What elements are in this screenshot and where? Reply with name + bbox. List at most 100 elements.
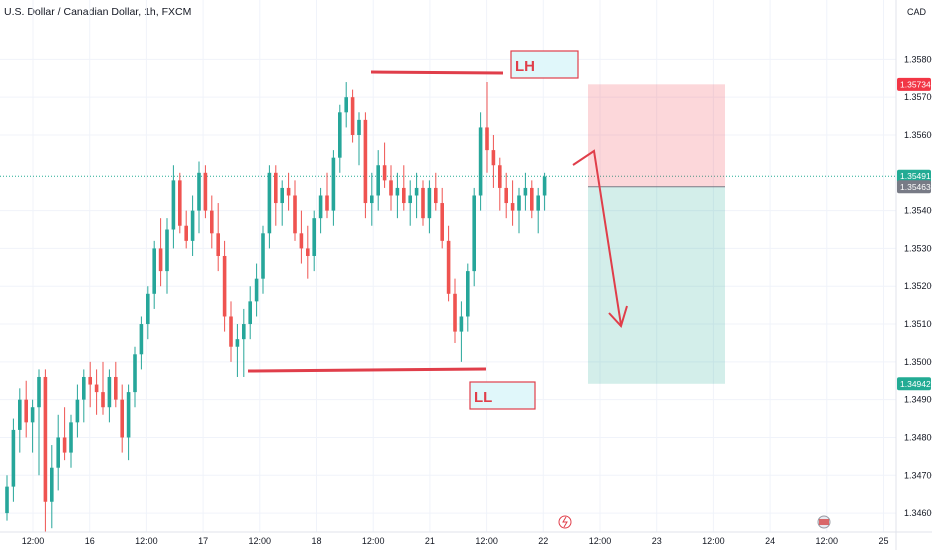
candle [434, 187, 438, 204]
candle [210, 210, 214, 234]
stop-loss-zone[interactable] [588, 84, 725, 187]
grid [0, 0, 896, 532]
candle [107, 376, 112, 408]
x-tick-label: 18 [311, 536, 321, 546]
candle [82, 376, 86, 400]
candle [216, 233, 220, 256]
candle [88, 376, 92, 385]
candle [306, 248, 310, 256]
x-tick-label: 12:00 [249, 536, 272, 546]
projection-arrowhead [608, 305, 628, 328]
y-tick-label: 1.34900 [904, 395, 932, 405]
candle [126, 392, 131, 438]
candle [11, 429, 16, 487]
candle [331, 157, 336, 211]
x-tick-label: 12:00 [22, 536, 45, 546]
candle [75, 399, 80, 423]
candle [30, 407, 35, 423]
short-position-tool[interactable] [588, 84, 725, 384]
candle [510, 203, 515, 211]
candle [325, 195, 329, 211]
currency-label: CAD [907, 7, 927, 17]
y-tick-label: 1.34700 [904, 470, 932, 480]
candle [50, 467, 54, 502]
candle [101, 392, 105, 408]
ll-label: LL [474, 389, 492, 406]
x-tick-label: 17 [198, 536, 208, 546]
annotations[interactable]: LH LL [247, 50, 628, 410]
candle [5, 486, 9, 514]
candle [472, 195, 476, 272]
candle [344, 97, 348, 113]
candle [37, 376, 41, 408]
x-tick-label: 12:00 [362, 536, 385, 546]
candles [5, 82, 547, 532]
x-tick-label: 16 [85, 536, 95, 546]
candle [357, 119, 361, 135]
candle [120, 399, 124, 438]
chart-title: U.S. Dollar / Canadian Dollar, 1h, FXCM [4, 6, 192, 18]
price-tag [897, 377, 931, 391]
y-tick-label: 1.34600 [904, 508, 932, 518]
candle [94, 384, 99, 393]
candle [114, 376, 118, 400]
y-tick-label: 1.35200 [904, 281, 932, 291]
candle [222, 255, 227, 317]
x-tick-label: 24 [765, 536, 775, 546]
price-tag [897, 169, 931, 183]
candle [440, 203, 444, 241]
candle [466, 271, 470, 317]
candle [376, 165, 380, 196]
candle [523, 187, 528, 196]
candle [24, 399, 28, 423]
ll-label-box [469, 381, 536, 410]
candle [350, 97, 355, 135]
candle [178, 180, 182, 226]
candle [363, 119, 368, 204]
price-tag-label: 1.35463 [900, 182, 931, 192]
candle [408, 195, 412, 204]
x-tick-label: 12:00 [475, 536, 498, 546]
candle [242, 324, 246, 340]
candle [274, 172, 278, 204]
candle [286, 187, 291, 196]
candle [318, 195, 323, 219]
candle [530, 187, 534, 211]
candle [402, 187, 406, 204]
candle [184, 225, 188, 241]
candle [235, 339, 240, 347]
candle [69, 422, 73, 453]
candle [370, 195, 374, 204]
take-profit-zone[interactable] [588, 186, 725, 384]
candle [536, 195, 540, 211]
candle [542, 176, 547, 196]
candle [133, 354, 137, 393]
candle [152, 248, 156, 294]
candle [338, 112, 342, 158]
candle [280, 187, 284, 204]
candle [312, 218, 316, 256]
y-tick-label: 1.34800 [904, 432, 932, 442]
projection-arrow[interactable] [572, 149, 622, 326]
candle [229, 316, 233, 347]
price-tag-label: 1.34942 [900, 379, 931, 389]
candle [389, 180, 393, 196]
x-tick-label: 25 [878, 536, 888, 546]
candle [491, 150, 496, 166]
candle [478, 127, 483, 196]
candle [248, 301, 252, 325]
lower-high-line[interactable] [370, 70, 504, 75]
candle [382, 165, 387, 181]
lightning-glyph [562, 516, 568, 528]
candle [56, 437, 60, 468]
candle [485, 127, 489, 151]
lower-low-line[interactable] [247, 367, 487, 373]
x-tick-label: 12:00 [589, 536, 612, 546]
candle [62, 437, 67, 453]
candle [427, 187, 432, 219]
price-tag [897, 180, 931, 194]
x-tick-label: 23 [652, 536, 662, 546]
candle [395, 187, 400, 196]
